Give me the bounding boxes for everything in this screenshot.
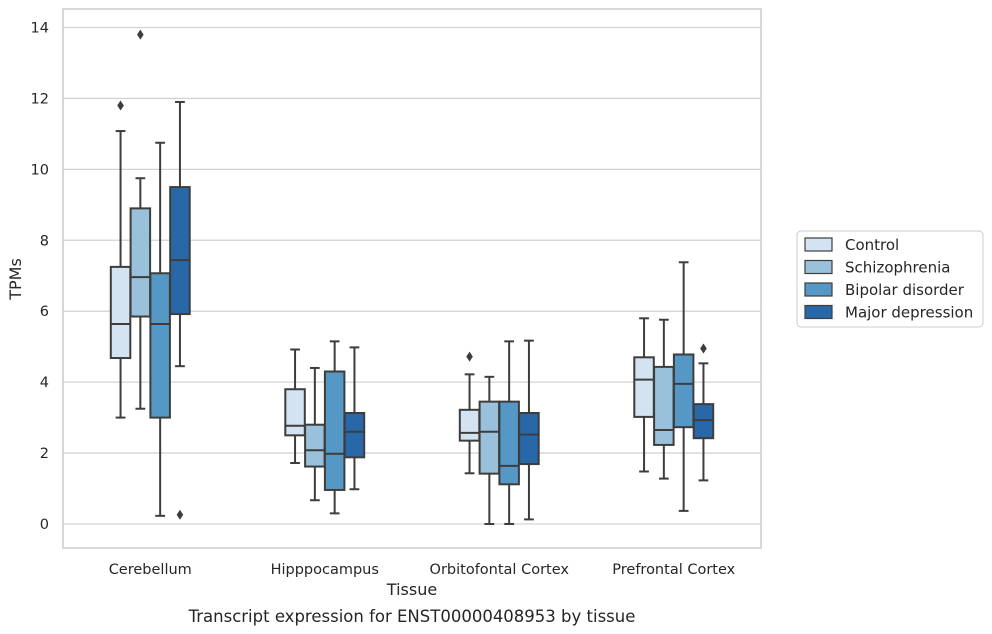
legend: Control Schizophrenia Bipolar disorder Majo… <box>796 230 984 328</box>
outlier-point <box>466 351 473 362</box>
y-tick-label: 14 <box>31 21 49 37</box>
y-tick-label: 4 <box>40 375 49 391</box>
box-control <box>458 351 481 475</box>
outlier-point <box>117 100 124 111</box>
y-tick-label: 6 <box>40 304 49 320</box>
box-iqr <box>149 272 171 419</box>
legend-label: Schizophrenia <box>845 259 950 277</box>
outlier-point <box>137 29 144 40</box>
y-tick-label: 8 <box>40 233 49 249</box>
box-iqr <box>478 400 501 475</box>
legend-swatch <box>804 304 833 320</box>
box-bipolar-disorder <box>323 340 346 515</box>
x-axis-label: Tissue <box>386 580 437 599</box>
box-control <box>109 100 132 419</box>
legend-label: Major depression <box>845 304 973 322</box>
box-schizophrenia <box>653 318 675 480</box>
box-iqr <box>169 186 191 316</box>
legend-frame <box>796 230 984 328</box>
box-iqr <box>304 423 326 468</box>
box-bipolar-disorder <box>498 340 520 525</box>
box-series <box>109 29 715 525</box>
box-major-depression <box>518 339 540 521</box>
outlier-point <box>176 509 184 520</box>
box-iqr <box>284 388 306 437</box>
x-tick-label: Prefrontal Cortex <box>612 562 735 578</box>
box-control <box>633 317 655 473</box>
legend-label: Bipolar disorder <box>845 281 965 299</box>
x-tick-labels: Cerebellum Hipppocampus Orbitofontal Corte… <box>109 562 736 578</box>
plot-frame <box>62 8 762 549</box>
box-iqr <box>109 265 132 360</box>
box-iqr <box>518 411 540 466</box>
box-iqr <box>323 370 346 491</box>
box-iqr <box>458 408 481 442</box>
y-tick-labels: 0 2 4 6 8 10 12 14 <box>31 21 49 534</box>
y-axis-label: TPMs <box>6 258 25 301</box>
box-major-depression <box>343 346 366 491</box>
box-bipolar-disorder <box>672 261 695 512</box>
box-iqr <box>498 400 520 486</box>
box-major-depression <box>692 343 715 482</box>
box-major-depression <box>169 100 191 520</box>
box-iqr <box>343 411 366 459</box>
legend-swatch <box>804 259 833 275</box>
y-tick-label: 12 <box>31 91 49 107</box>
legend-label: Control <box>845 236 899 254</box>
x-tick-label: Cerebellum <box>109 562 192 578</box>
box-iqr <box>672 353 695 429</box>
box-iqr <box>653 365 675 446</box>
legend-swatch <box>804 282 833 297</box>
box-schizophrenia <box>478 375 501 525</box>
outlier-point <box>700 343 707 354</box>
box-iqr <box>633 356 655 418</box>
chart-caption: Transcript expression for ENST0000040895… <box>188 607 636 626</box>
box-control <box>284 348 306 465</box>
y-tick-label: 10 <box>31 162 49 178</box>
box-iqr <box>129 207 152 318</box>
box-bipolar-disorder <box>149 141 171 517</box>
box-schizophrenia <box>304 366 326 502</box>
y-tick-label: 0 <box>40 517 49 533</box>
box-schizophrenia <box>129 29 152 410</box>
x-tick-label: Orbitofontal Cortex <box>430 562 570 578</box>
box-iqr <box>692 403 715 440</box>
legend-swatch <box>804 237 833 252</box>
x-tick-label: Hipppocampus <box>271 562 379 578</box>
y-tick-label: 2 <box>40 446 49 462</box>
